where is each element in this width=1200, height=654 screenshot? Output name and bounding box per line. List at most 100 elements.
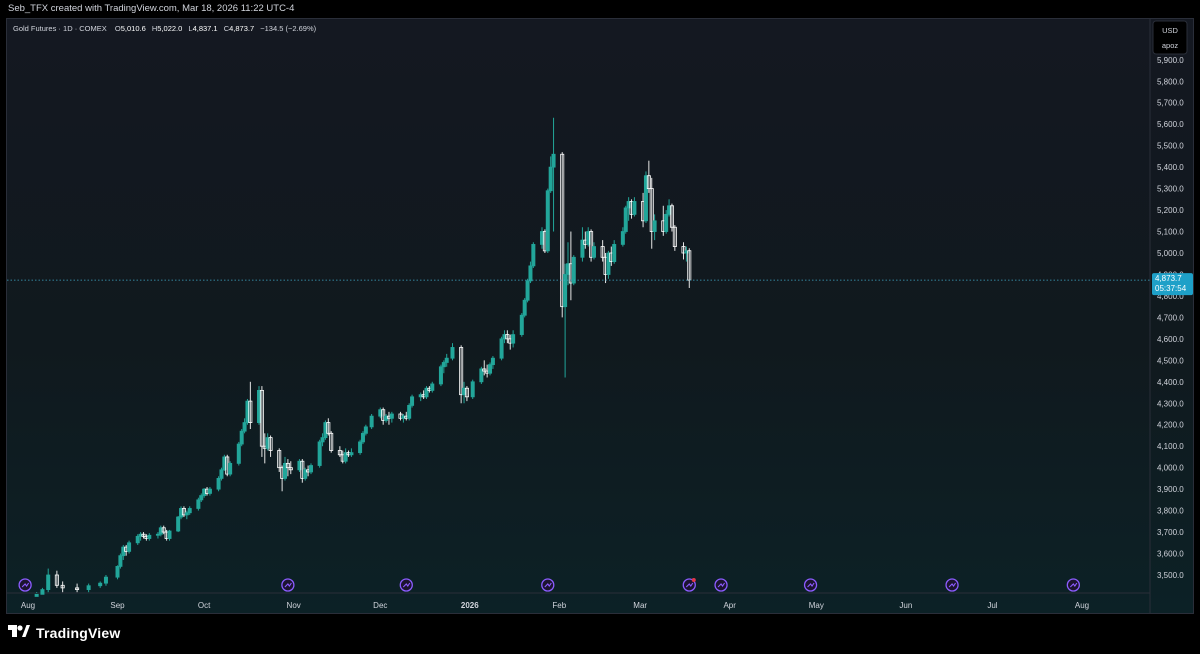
economic-event-icon[interactable] — [281, 578, 295, 592]
economic-event-icon[interactable] — [18, 578, 32, 592]
price-tick-label: 5,100.0 — [1157, 228, 1184, 237]
candle-body-up — [652, 220, 657, 232]
candle — [349, 448, 354, 457]
candle — [283, 456, 288, 481]
price-chart[interactable]: Gold Futures · 1D · COMEX O5,010.6 H5,02… — [7, 19, 1193, 613]
candle — [242, 418, 247, 434]
candle-body-down — [646, 175, 651, 190]
candle-body-down — [141, 533, 146, 537]
candle-body-up — [606, 252, 611, 275]
candle — [591, 242, 596, 260]
candle — [54, 570, 59, 588]
time-tick-label: 2026 — [461, 601, 479, 610]
candle-body-up — [115, 566, 120, 578]
candle-body-down — [54, 574, 59, 586]
candle-body-down — [329, 432, 334, 451]
candle-body-up — [528, 265, 533, 282]
candle-body-up — [98, 582, 103, 587]
candle — [681, 242, 686, 260]
candle — [176, 515, 181, 533]
candle — [196, 497, 201, 511]
candle — [450, 343, 455, 361]
candle-body-up — [571, 256, 576, 284]
economic-alert-icon[interactable] — [682, 578, 696, 592]
candle — [259, 386, 264, 457]
candle-body-down — [268, 437, 273, 451]
candle — [239, 429, 244, 447]
candle-body-down — [482, 368, 487, 372]
candle — [430, 381, 435, 393]
candle-body-down — [589, 231, 594, 258]
candle-body-down — [248, 400, 253, 423]
candle — [369, 414, 374, 430]
price-tick-label: 3,600.0 — [1157, 550, 1184, 559]
candle-body-down — [600, 246, 605, 258]
candle — [115, 565, 120, 580]
candle-body-down — [681, 246, 686, 254]
economic-event-icon[interactable] — [541, 578, 555, 592]
candle-body-up — [207, 488, 212, 494]
time-tick-label: Jul — [987, 601, 997, 610]
candle-body-up — [407, 405, 412, 419]
candle-body-up — [187, 508, 192, 514]
candle — [424, 386, 429, 399]
price-tick-label: 4,500.0 — [1157, 356, 1184, 365]
candle — [563, 263, 568, 378]
candle-body-up — [317, 441, 322, 466]
legend-close: 4,873.7 — [229, 24, 254, 33]
candle — [320, 433, 325, 447]
candle — [560, 152, 565, 318]
candle — [46, 568, 51, 593]
economic-event-icon[interactable] — [714, 578, 728, 592]
candle — [389, 411, 394, 423]
time-tick-label: May — [809, 601, 824, 610]
candle-body-up — [303, 469, 308, 479]
brand-name: TradingView — [36, 625, 121, 641]
candle — [268, 435, 273, 457]
currency-code: USD — [1162, 26, 1178, 35]
current-price-tag[interactable]: 4,873.7 05:37:54 — [1152, 273, 1193, 296]
candle-body-up — [424, 387, 429, 398]
candle — [600, 240, 605, 262]
currency-box[interactable] — [1152, 20, 1188, 55]
price-tick-label: 4,400.0 — [1157, 378, 1184, 387]
candle — [34, 592, 39, 597]
economic-event-icon[interactable] — [399, 578, 413, 592]
chart-panel[interactable]: Gold Futures · 1D · COMEX O5,010.6 H5,02… — [6, 18, 1194, 614]
economic-event-icon[interactable] — [1066, 578, 1080, 592]
candle-body-up — [118, 555, 123, 567]
candle — [141, 532, 146, 539]
candle-body-up — [612, 244, 617, 262]
candle — [525, 278, 530, 303]
price-tick-label: 4,200.0 — [1157, 421, 1184, 430]
brand[interactable]: TradingView — [8, 625, 120, 641]
legend-open: 5,010.6 — [121, 24, 146, 33]
candle — [464, 386, 469, 402]
legend-symbol: Gold Futures · 1D · COMEX — [13, 24, 107, 33]
candle-body-up — [444, 357, 449, 363]
candle-body-up — [184, 512, 189, 516]
candle — [589, 229, 594, 262]
economic-event-icon[interactable] — [803, 578, 818, 592]
events-layer — [18, 578, 1080, 592]
price-tick-label: 3,700.0 — [1157, 528, 1184, 537]
candle-body-up — [34, 593, 39, 597]
candle-body-up — [40, 589, 45, 595]
candle-body-up — [643, 175, 648, 222]
candle-body-up — [236, 443, 241, 464]
candle — [459, 345, 464, 404]
candle-body-up — [545, 190, 550, 252]
candle-body-up — [389, 413, 394, 419]
candle-body-up — [358, 441, 363, 454]
candle — [687, 248, 692, 288]
price-tick-label: 4,000.0 — [1157, 464, 1184, 473]
candle-body-up — [548, 166, 553, 192]
currency-user: apoz — [1162, 41, 1179, 50]
candle — [181, 506, 186, 518]
time-tick-label: Oct — [198, 601, 211, 610]
economic-event-icon[interactable] — [945, 578, 959, 592]
candle-body-up — [135, 535, 140, 544]
candle — [248, 381, 253, 430]
price-tick-label: 4,600.0 — [1157, 335, 1184, 344]
candle-body-down — [459, 347, 464, 396]
